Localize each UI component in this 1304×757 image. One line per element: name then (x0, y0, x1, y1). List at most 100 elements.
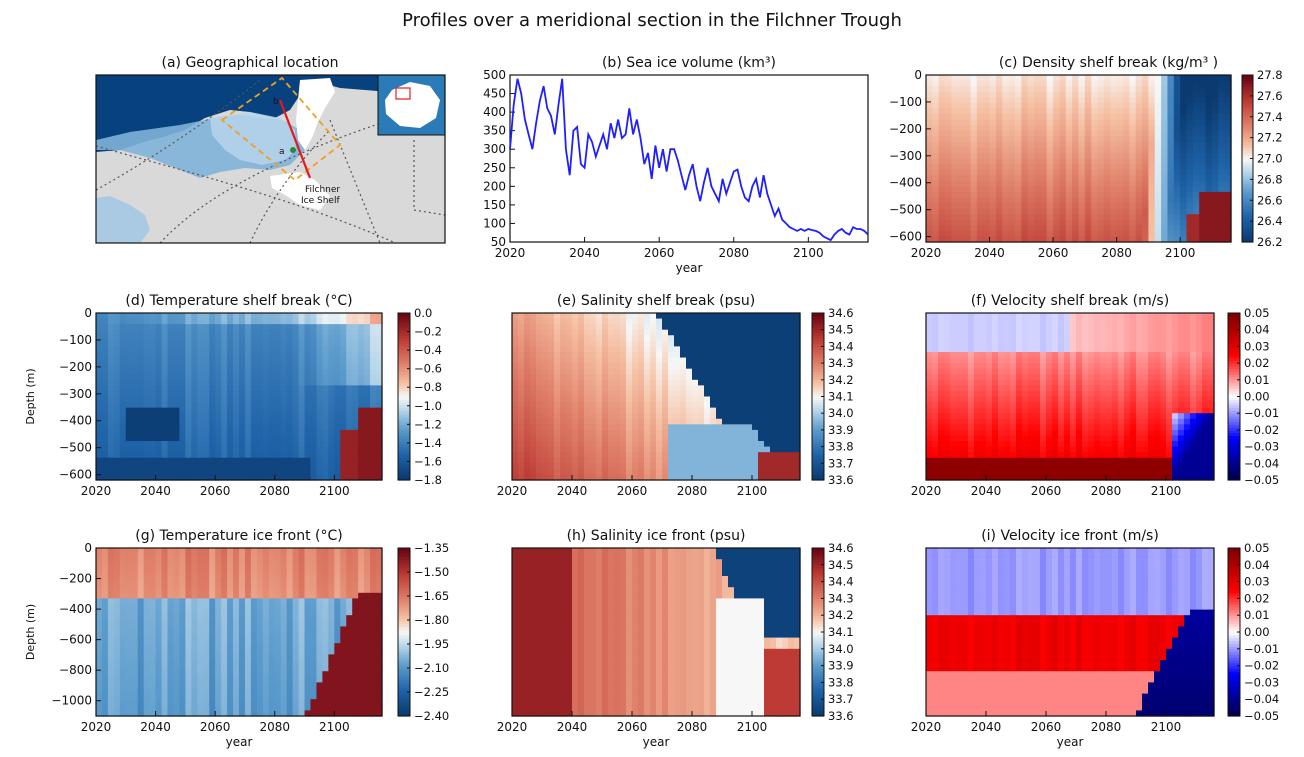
heatmap-cell (650, 313, 657, 320)
heatmap-cell (1084, 169, 1092, 176)
heatmap-cell (926, 429, 933, 437)
heatmap-cell (244, 407, 252, 414)
heatmap-cell (113, 357, 121, 364)
heatmap-cell (1027, 152, 1035, 160)
heatmap-cell (512, 357, 519, 364)
heatmap-cell (788, 374, 795, 381)
colorbar-band (398, 318, 410, 322)
heatmap-cell (274, 429, 282, 437)
heatmap-cell (1046, 230, 1054, 238)
heatmap-cell (650, 329, 657, 336)
heatmap-cell (932, 191, 940, 199)
heatmap-cell (698, 374, 705, 381)
heatmap-cell (1142, 191, 1149, 199)
heatmap-cell (602, 446, 609, 453)
heatmap-cell (957, 197, 965, 204)
heatmap-cell (524, 374, 531, 381)
heatmap-cell (608, 402, 615, 409)
heatmap-cell (131, 396, 139, 403)
heatmap-cell (764, 468, 771, 476)
heatmap-cell (1154, 175, 1162, 182)
heatmap-cell (179, 407, 186, 414)
heatmap-cell (119, 379, 127, 386)
heatmap-cell (286, 429, 294, 437)
heatmap-cell (1053, 203, 1061, 210)
heatmap-cell (782, 390, 789, 398)
heatmap-cell (638, 457, 645, 464)
heatmap-cell (1211, 75, 1219, 82)
heatmap-cell (1135, 141, 1143, 148)
heatmap-cell (292, 368, 300, 375)
heatmap-cell (1161, 219, 1169, 226)
heatmap-cell (1014, 225, 1022, 232)
heatmap-cell (530, 407, 537, 414)
heatmap-cell (956, 441, 963, 448)
heatmap-cell (970, 219, 978, 226)
heatmap-cell (1040, 102, 1048, 109)
heatmap-cell (584, 318, 591, 325)
heatmap-cell (758, 402, 765, 409)
heatmap-cell (962, 346, 969, 353)
heatmap-cell (185, 418, 192, 425)
heatmap-cell (938, 130, 946, 137)
heatmap-cell (209, 368, 216, 375)
heatmap-cell (770, 435, 777, 442)
heatmap-cell (1186, 119, 1194, 126)
heatmap-cells (96, 313, 383, 481)
heatmap-cell (962, 363, 969, 370)
heatmap-cell (107, 474, 115, 481)
heatmap-cell (548, 351, 555, 359)
heatmap-cell (1180, 119, 1188, 126)
heatmap-cell (995, 208, 1003, 215)
heatmap-cell (1154, 214, 1162, 221)
heatmap-cell (614, 318, 621, 325)
heatmap-cell (957, 125, 965, 132)
heatmap-cell (530, 474, 537, 481)
heatmap-cell (1078, 186, 1086, 193)
heatmap-cell (578, 418, 585, 425)
heatmap-cell (334, 351, 341, 359)
colorbar-band (398, 349, 410, 353)
heatmap-cell (340, 390, 347, 398)
heatmap-cell (262, 457, 270, 464)
heatmap-cell (1161, 130, 1169, 137)
heatmap-cell (292, 313, 300, 320)
heatmap-cell (1192, 152, 1200, 160)
heatmap-cell (518, 468, 525, 476)
heatmap-cell (1078, 108, 1086, 115)
heatmap-cell (1142, 119, 1149, 126)
heatmap-cell (668, 474, 675, 481)
heatmap-cell (1027, 86, 1035, 93)
heatmap-cell (962, 407, 969, 414)
heatmap-cell (1014, 214, 1022, 221)
heatmap-cell (280, 329, 288, 336)
heatmap-cell (119, 374, 127, 381)
heatmap-cell (974, 429, 981, 437)
heatmap-cell (131, 424, 139, 431)
heatmap-cell (1205, 225, 1213, 232)
heatmap-cell (268, 457, 276, 464)
heatmap-cell (692, 340, 699, 347)
heatmap-cell (554, 329, 561, 336)
heatmap-cell (274, 390, 282, 398)
heatmap-cell (1167, 175, 1175, 182)
heatmap-cell (364, 468, 371, 476)
heatmap-cell (530, 340, 537, 347)
heatmap-cell (674, 340, 681, 347)
heatmap-cell (215, 335, 222, 342)
colorbar-band (398, 368, 410, 373)
heatmap-cell (161, 418, 169, 425)
heatmap-cell (602, 402, 609, 409)
heatmap-cell (280, 385, 288, 392)
colorbar-band (398, 415, 410, 420)
heatmap-cell (1192, 203, 1200, 210)
heatmap-cell (782, 474, 789, 481)
heatmap-cell (1027, 130, 1035, 137)
heatmap-cell (728, 324, 735, 331)
heatmap-cell (956, 402, 963, 409)
heatmap-cell (340, 457, 347, 464)
heatmap-cell (298, 407, 306, 414)
heatmap-cell (191, 351, 198, 359)
colorbar-band (812, 424, 824, 428)
heatmap-cell (938, 418, 945, 425)
